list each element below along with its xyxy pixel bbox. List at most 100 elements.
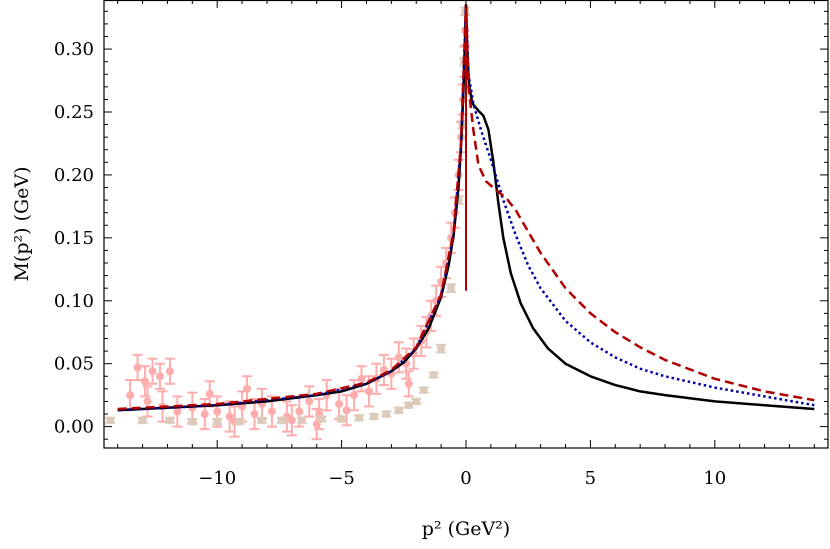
- data-point: [305, 397, 314, 406]
- blue-dotted-line: [117, 3, 815, 412]
- lattice-data-pink-point: [341, 394, 352, 427]
- data-point: [419, 386, 428, 395]
- lattice-data-pink-point: [212, 395, 223, 428]
- data-point: [133, 363, 142, 372]
- lattice-data-pink-point: [154, 362, 165, 390]
- data-point: [369, 412, 378, 421]
- data-point: [297, 416, 306, 425]
- data-point: [267, 407, 276, 416]
- lattice-data-tan-point: [403, 401, 414, 410]
- lattice-data-tan-point: [296, 416, 307, 425]
- data-point: [287, 416, 296, 425]
- lattice-data-pink-point: [172, 395, 183, 428]
- data-point: [243, 384, 252, 393]
- lattice-data-pink-point: [356, 365, 367, 393]
- y-tick-label: 0.30: [54, 39, 94, 60]
- data-point: [155, 372, 164, 381]
- x-tick-label: 0: [460, 468, 471, 489]
- y-tick-label: 0.25: [54, 102, 94, 123]
- blue-dotted: [117, 3, 815, 412]
- y-tick-label: 0.15: [54, 228, 94, 249]
- y-tick-label: 0.10: [54, 291, 94, 312]
- data-point: [250, 410, 259, 419]
- data-point: [213, 407, 222, 416]
- data-point: [126, 391, 135, 400]
- lattice-data-pink-point: [204, 380, 215, 408]
- x-tick-label: 5: [585, 468, 596, 489]
- data-point: [394, 353, 403, 362]
- lattice-data-tan-point: [336, 415, 347, 424]
- data-point: [188, 417, 197, 426]
- y-tick-label: 0.00: [54, 417, 94, 438]
- lattice-data-pink-point: [132, 353, 143, 382]
- lattice-data-tan-point: [418, 386, 429, 395]
- data-point: [357, 374, 366, 383]
- data-point: [213, 417, 222, 426]
- lattice-data-pink-point: [408, 337, 419, 370]
- lattice-data-pink-point: [140, 365, 151, 398]
- data-point: [335, 399, 344, 408]
- lattice-data-tan-point: [187, 417, 198, 426]
- data-point: [295, 407, 304, 416]
- data-point: [350, 391, 359, 400]
- data-point: [409, 349, 418, 358]
- data-point: [447, 284, 456, 293]
- data-point: [143, 397, 152, 406]
- lattice-data-tan-point: [368, 412, 379, 421]
- lattice-data-tan-point: [428, 371, 439, 380]
- data-point: [437, 344, 446, 353]
- data-point: [317, 415, 326, 424]
- data-point: [148, 367, 157, 376]
- lattice-data-tan-point: [137, 416, 148, 425]
- lattice-data-tan-point: [234, 417, 245, 426]
- lattice-data-tan-point: [105, 416, 116, 425]
- lattice-data-tan-point: [212, 417, 223, 426]
- lattice-data-tan-point: [256, 416, 267, 425]
- lattice-data-tan-point: [164, 416, 175, 425]
- x-axis-label: p² (GeV²): [422, 518, 510, 540]
- data-point: [364, 387, 373, 396]
- lattice-data-pink-point: [242, 375, 253, 403]
- y-axis-label: M(p²) (GeV): [11, 166, 33, 281]
- plot-area: [105, 3, 815, 441]
- red-dashed: [117, 3, 815, 411]
- y-tick-label: 0.20: [54, 165, 94, 186]
- x-tick-label: −5: [328, 468, 355, 489]
- data-point: [404, 379, 413, 388]
- red-dashed-line: [117, 3, 815, 411]
- lattice-data-pink-point: [304, 385, 315, 418]
- lattice-data-pink-point: [164, 357, 175, 385]
- lattice-data-tan: [105, 6, 471, 426]
- lattice-data-tan-point: [411, 397, 422, 406]
- lattice-data-pink: [125, 14, 471, 441]
- data-point: [337, 415, 346, 424]
- lattice-data-pink-point: [334, 387, 345, 421]
- data-point: [205, 389, 214, 398]
- data-point: [141, 377, 150, 386]
- lattice-data-tan-point: [393, 406, 404, 415]
- lattice-data-pink-point: [363, 375, 374, 408]
- data-point: [412, 397, 421, 406]
- data-point: [165, 416, 174, 425]
- data-point: [382, 410, 391, 419]
- axis-ticks: −10 −5 0 5 10 0.00 0.05 0.10 0.15 0.20 0.25 0.30: [54, 0, 828, 489]
- lattice-data-pink-point: [403, 370, 414, 398]
- data-point: [200, 410, 209, 419]
- lattice-data-tan-point: [316, 415, 327, 424]
- data-point: [429, 371, 438, 380]
- lattice-data-tan-point: [436, 343, 447, 354]
- data-point: [106, 416, 115, 425]
- lattice-data-pink-point: [147, 357, 158, 385]
- x-tick-label: 10: [703, 468, 726, 489]
- lattice-data-tan-point: [354, 413, 365, 422]
- lattice-data-tan-point: [381, 410, 392, 419]
- data-point: [235, 417, 244, 426]
- data-point: [394, 406, 403, 415]
- x-tick-label: −10: [198, 468, 236, 489]
- data-point: [165, 367, 174, 376]
- lattice-data-pink-point: [311, 407, 322, 441]
- lattice-data-pink-point: [142, 385, 153, 418]
- data-point: [225, 412, 234, 421]
- data-point: [404, 401, 413, 410]
